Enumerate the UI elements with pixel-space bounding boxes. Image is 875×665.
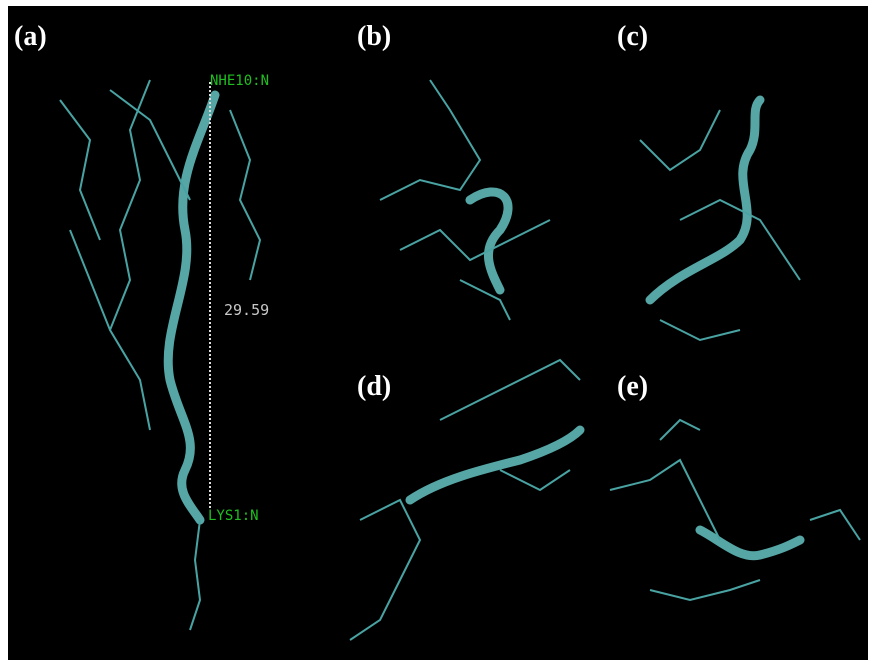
panel-label: (e)	[617, 371, 648, 402]
figure: (a) (b) (c) (d) (e) NHE10:N LYS1:N 29.59	[0, 0, 875, 665]
panel-label: (d)	[357, 371, 391, 402]
panel-label: (b)	[357, 21, 391, 52]
distance-label: 29.59	[224, 301, 269, 319]
atom-annotation: NHE10:N	[210, 73, 269, 89]
panel-label: (a)	[14, 21, 47, 52]
panel-label: (c)	[617, 21, 648, 52]
atom-annotation: LYS1:N	[208, 508, 259, 524]
background	[8, 6, 868, 660]
